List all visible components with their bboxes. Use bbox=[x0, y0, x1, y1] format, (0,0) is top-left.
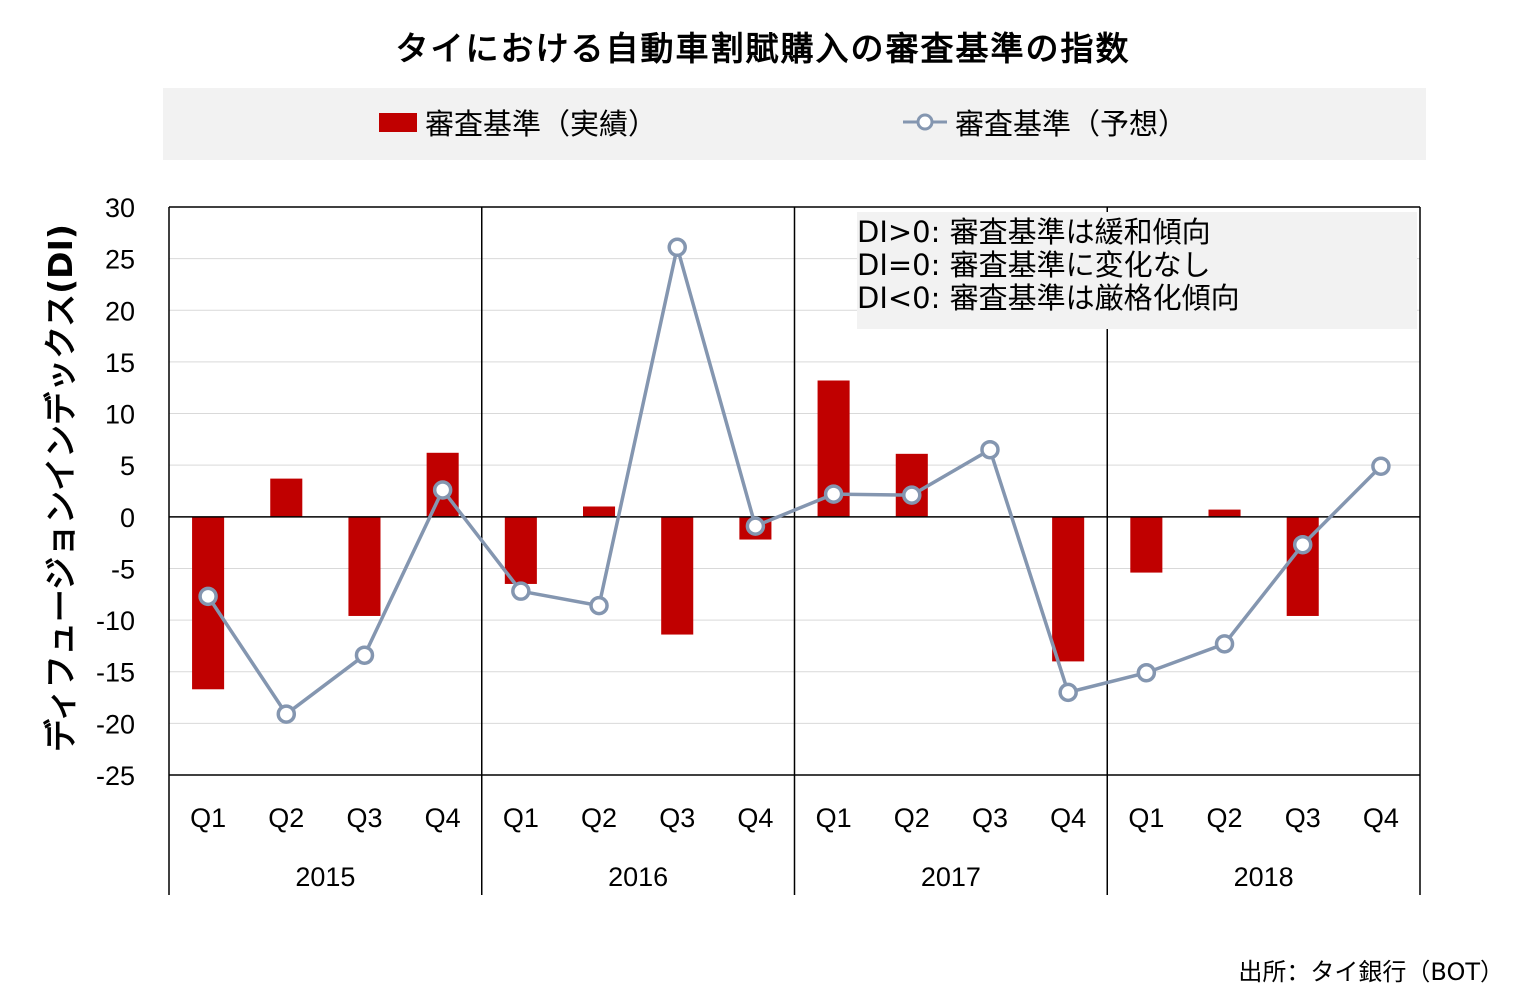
legend-label-forecast: 審査基準（予想） bbox=[955, 107, 1188, 141]
x-tick-label: Q3 bbox=[1285, 803, 1321, 833]
x-tick-label: Q2 bbox=[1207, 803, 1243, 833]
y-tick-label: 25 bbox=[105, 245, 135, 275]
y-tick-label: 10 bbox=[105, 400, 135, 430]
annotation-box: DI>0: 審査基準は緩和傾向 DI=0: 審査基準に変化なし DI<0: 審査… bbox=[857, 212, 1417, 329]
y-tick-label: -10 bbox=[96, 606, 135, 636]
year-label: 2015 bbox=[295, 862, 355, 892]
x-tick-label: Q4 bbox=[425, 803, 461, 833]
x-tick-label: Q4 bbox=[1050, 803, 1086, 833]
bar bbox=[583, 506, 616, 517]
bar bbox=[1208, 509, 1241, 517]
y-tick-label: 15 bbox=[105, 348, 135, 378]
year-label: 2018 bbox=[1234, 862, 1294, 892]
bar bbox=[1052, 516, 1085, 662]
forecast-point bbox=[1214, 634, 1235, 654]
year-label: 2016 bbox=[608, 862, 668, 892]
legend-item-actual: 審査基準（実績） bbox=[379, 102, 657, 142]
annotation-line: DI<0: 審査基準は厳格化傾向 bbox=[857, 281, 1240, 315]
bar bbox=[661, 516, 694, 635]
y-tick-label: 20 bbox=[105, 296, 135, 326]
bar bbox=[895, 453, 928, 517]
x-tick-label: Q1 bbox=[1128, 803, 1164, 833]
forecast-point bbox=[745, 516, 766, 536]
y-tick-label: -20 bbox=[96, 709, 135, 739]
x-tick-label: Q3 bbox=[346, 803, 382, 833]
bar bbox=[1130, 516, 1163, 573]
x-tick-label: Q3 bbox=[972, 803, 1008, 833]
y-tick-label: -5 bbox=[111, 554, 135, 584]
forecast-point bbox=[589, 595, 609, 616]
annotation-line: DI=0: 審査基準に変化なし bbox=[857, 248, 1211, 282]
forecast-point bbox=[276, 704, 297, 724]
y-tick-label: -25 bbox=[96, 761, 135, 791]
source-note: 出所：タイ銀行（BOT） bbox=[1238, 958, 1504, 986]
forecast-point bbox=[1371, 456, 1391, 476]
x-tick-label: Q1 bbox=[190, 803, 226, 833]
legend-item-forecast: 審査基準（予想） bbox=[903, 102, 1187, 142]
bar bbox=[270, 478, 303, 517]
y-tick-label: -15 bbox=[96, 658, 135, 688]
y-tick-label: 30 bbox=[105, 193, 135, 223]
x-tick-label: Q1 bbox=[816, 803, 852, 833]
forecast-point bbox=[1136, 663, 1157, 683]
annotation-line: DI>0: 審査基準は緩和傾向 bbox=[857, 215, 1211, 249]
x-tick-label: Q2 bbox=[268, 803, 304, 833]
forecast-point bbox=[667, 237, 687, 258]
x-tick-label: Q2 bbox=[581, 803, 617, 833]
forecast-point bbox=[198, 586, 218, 607]
x-tick-label: Q1 bbox=[503, 803, 539, 833]
legend-bar-swatch bbox=[379, 112, 417, 132]
y-tick-label: 5 bbox=[120, 451, 135, 481]
legend: 審査基準（実績） 審査基準（予想） bbox=[163, 88, 1426, 160]
year-label: 2017 bbox=[921, 862, 981, 892]
x-tick-label: Q3 bbox=[659, 803, 695, 833]
chart-title: タイにおける自動車割賦購入の審査基準の指数 bbox=[395, 29, 1131, 68]
x-tick-label: Q4 bbox=[737, 803, 773, 833]
bar bbox=[504, 516, 537, 584]
y-tick-label: 0 bbox=[120, 503, 135, 533]
forecast-point bbox=[980, 439, 1000, 460]
forecast-point bbox=[902, 485, 922, 505]
forecast-point bbox=[432, 480, 453, 500]
forecast-point bbox=[354, 645, 375, 665]
legend-label-actual: 審査基準（実績） bbox=[425, 107, 658, 141]
bar bbox=[348, 516, 381, 616]
x-tick-label: Q4 bbox=[1363, 803, 1399, 833]
forecast-line bbox=[206, 246, 1383, 717]
forecast-point bbox=[1292, 534, 1313, 555]
x-tick-label: Q2 bbox=[894, 803, 930, 833]
legend-line-marker bbox=[903, 113, 947, 131]
forecast-point bbox=[823, 484, 844, 504]
forecast-point bbox=[511, 581, 531, 601]
forecast-point bbox=[1058, 682, 1078, 703]
